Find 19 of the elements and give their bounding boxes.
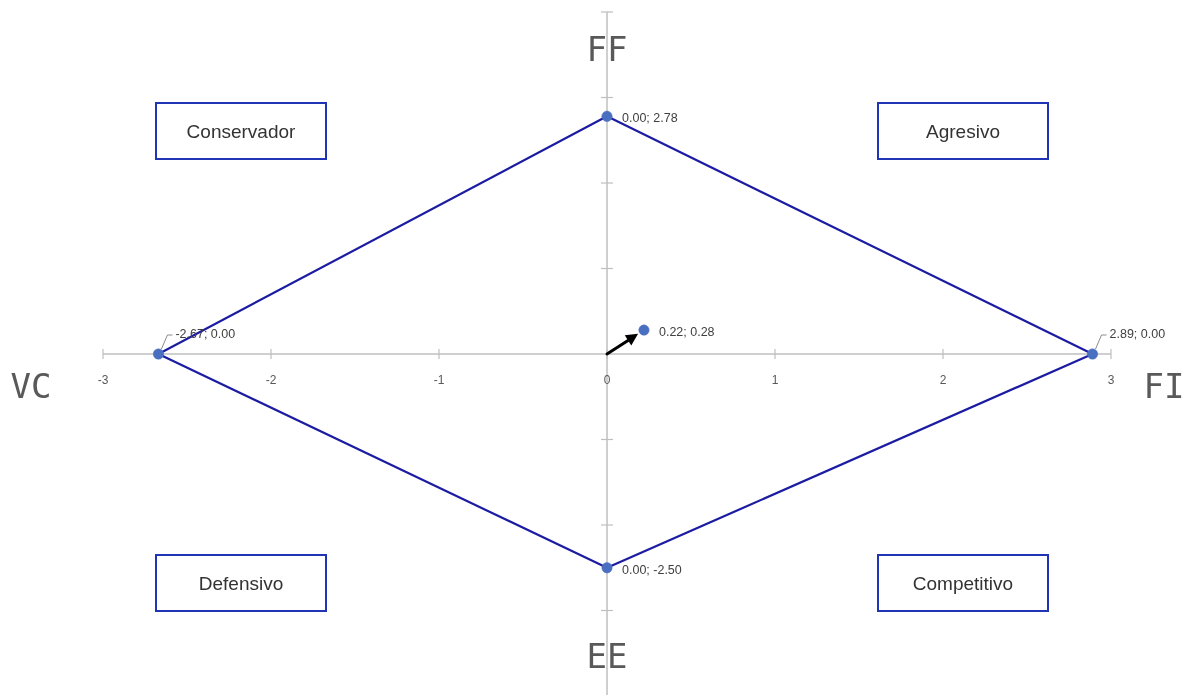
x-tick-label: -2 xyxy=(265,373,277,387)
x-tick-label: 3 xyxy=(1107,373,1115,387)
data-label: 0.22; 0.28 xyxy=(658,325,715,340)
annotation: EE xyxy=(586,636,628,676)
annotation: Agresivo xyxy=(926,120,1000,142)
data-label: 0.00; 2.78 xyxy=(622,111,678,126)
x-tick-label: 2 xyxy=(939,373,947,387)
x-tick-label: -3 xyxy=(97,373,109,387)
data-label: 0.00; -2.50 xyxy=(622,563,682,578)
y-axis-title: FF xyxy=(586,29,628,69)
data-label: 2.89; 0.00 xyxy=(1109,327,1166,342)
annotation: Defensivo xyxy=(198,572,284,594)
annotation: Conservador xyxy=(186,120,297,142)
x-tick-label: -1 xyxy=(433,373,445,387)
x-axis-title: FI xyxy=(1143,366,1184,406)
x-tick-label: 1 xyxy=(771,373,779,387)
text: VC xyxy=(10,366,52,406)
annotation: Competitivo xyxy=(912,572,1014,594)
x-tick-label: 0 xyxy=(603,373,611,387)
